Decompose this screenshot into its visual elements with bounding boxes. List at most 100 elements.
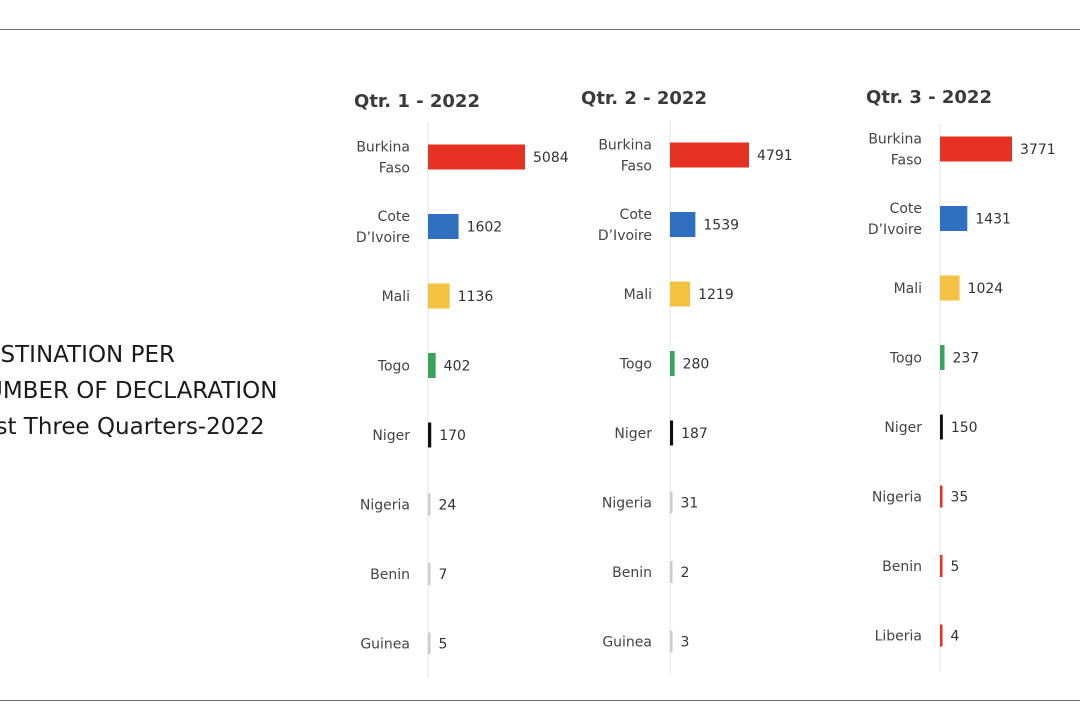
category-label-line: Togo <box>889 351 922 367</box>
value-label-q1-0: 5084 <box>533 150 569 166</box>
category-label-q2-7: Guinea <box>602 635 652 651</box>
category-label-line: Benin <box>882 559 922 575</box>
value-label-q2-1: 1539 <box>703 218 739 234</box>
value-label-q2-5: 31 <box>681 496 699 512</box>
category-label-line: Faso <box>891 153 922 169</box>
value-label-q3-0: 3771 <box>1020 142 1056 158</box>
bar-q2-3 <box>670 351 675 376</box>
category-label-q2-1: Cote D’Ivoire <box>598 207 652 244</box>
category-label-q1-1: Cote D’Ivoire <box>356 209 410 246</box>
category-label-q3-7: Liberia <box>875 629 922 645</box>
category-label-line: Mali <box>382 289 410 305</box>
bar-q3-6 <box>940 555 943 577</box>
category-label-line: Burkina <box>356 140 410 156</box>
value-label-q3-1: 1431 <box>975 212 1011 228</box>
category-label-q3-2: Mali <box>894 281 922 297</box>
category-label-q3-3: Togo <box>889 351 922 367</box>
side-title: ESTINATION PER UMBER OF DECLARATION rst … <box>0 337 277 445</box>
bar-q1-1 <box>428 214 459 239</box>
value-label-q2-3: 280 <box>683 357 710 373</box>
chart-title-q2: Qtr. 2 - 2022 <box>581 88 707 109</box>
bar-q2-5 <box>670 491 673 514</box>
category-label-line: Benin <box>370 567 410 583</box>
category-label-line: Faso <box>621 159 652 175</box>
category-label-line: Niger <box>884 420 922 436</box>
category-label-line: Togo <box>619 357 652 373</box>
bar-q3-4 <box>940 414 943 440</box>
bar-q1-0 <box>428 144 525 170</box>
category-label-q2-2: Mali <box>624 287 652 303</box>
category-label-q1-4: Niger <box>372 428 410 444</box>
value-label-q1-3: 402 <box>444 359 471 375</box>
category-label-line: Niger <box>614 426 652 442</box>
bar-q1-4 <box>428 422 432 448</box>
category-label-line: Mali <box>894 281 922 297</box>
category-label-line: Cote <box>890 201 922 217</box>
bar-q1-3 <box>428 353 436 378</box>
category-label-q1-3: Togo <box>377 359 410 375</box>
category-label-line: Nigeria <box>602 496 652 512</box>
bar-q3-1 <box>940 206 968 231</box>
value-label-q1-1: 1602 <box>467 220 503 236</box>
bar-q3-3 <box>940 345 945 370</box>
value-label-q3-6: 5 <box>951 559 960 575</box>
side-title-line-1: ESTINATION PER <box>0 342 175 368</box>
category-label-line: Niger <box>372 428 410 444</box>
category-label-q1-2: Mali <box>382 289 410 305</box>
category-label-line: Guinea <box>602 635 652 651</box>
category-label-q3-5: Nigeria <box>872 490 922 506</box>
category-label-q3-0: Burkina Faso <box>868 132 922 169</box>
bar-q2-0 <box>670 142 749 168</box>
value-label-q2-7: 3 <box>681 635 690 651</box>
value-label-q2-2: 1219 <box>698 287 734 303</box>
chart-title-q3: Qtr. 3 - 2022 <box>866 87 992 108</box>
bar-q3-2 <box>940 275 960 301</box>
category-label-line: Guinea <box>360 637 410 653</box>
category-label-line: D’Ivoire <box>598 228 652 244</box>
category-label-line: Burkina <box>598 138 652 154</box>
category-label-q2-6: Benin <box>612 565 652 581</box>
value-label-q2-4: 187 <box>681 426 708 442</box>
chart-title-q1: Qtr. 1 - 2022 <box>354 91 480 112</box>
bar-q3-0 <box>940 136 1012 162</box>
category-label-line: Cote <box>378 209 410 225</box>
category-label-line: D’Ivoire <box>868 222 922 238</box>
category-label-line: D’Ivoire <box>356 230 410 246</box>
value-label-q1-4: 170 <box>439 428 466 444</box>
category-label-q3-1: Cote D’Ivoire <box>868 201 922 238</box>
top-border <box>0 29 1080 30</box>
value-label-q1-5: 24 <box>439 498 457 514</box>
category-label-line: Burkina <box>868 132 922 148</box>
category-label-q1-7: Guinea <box>360 637 410 653</box>
value-label-q3-3: 237 <box>953 351 980 367</box>
bar-q2-4 <box>670 420 674 446</box>
side-title-line-2: UMBER OF DECLARATION <box>0 378 278 404</box>
category-label-q2-3: Togo <box>619 357 652 373</box>
side-title-line-3: rst Three Quarters-2022 <box>0 414 265 440</box>
bar-q1-2 <box>428 283 450 309</box>
category-label-q2-5: Nigeria <box>602 496 652 512</box>
value-label-q1-6: 7 <box>439 567 448 583</box>
category-label-q1-6: Benin <box>370 567 410 583</box>
bar-q1-7 <box>428 632 431 655</box>
category-label-line: Togo <box>377 359 410 375</box>
bar-q2-7 <box>670 630 673 653</box>
bar-q3-5 <box>940 485 943 508</box>
category-label-q3-6: Benin <box>882 559 922 575</box>
category-label-line: Liberia <box>875 629 922 645</box>
bar-q1-6 <box>428 563 431 585</box>
value-label-q3-7: 4 <box>951 629 960 645</box>
category-label-q1-5: Nigeria <box>360 498 410 514</box>
category-label-line: Faso <box>379 161 410 177</box>
bar-q2-2 <box>670 281 691 307</box>
value-label-q3-5: 35 <box>951 490 969 506</box>
category-label-line: Benin <box>612 565 652 581</box>
category-label-line: Nigeria <box>872 490 922 506</box>
category-label-q2-4: Niger <box>614 426 652 442</box>
bar-q2-1 <box>670 212 696 237</box>
category-label-q1-0: Burkina Faso <box>356 140 410 177</box>
value-label-q1-2: 1136 <box>458 289 494 305</box>
category-label-line: Cote <box>620 207 652 223</box>
bottom-border <box>0 700 1080 701</box>
